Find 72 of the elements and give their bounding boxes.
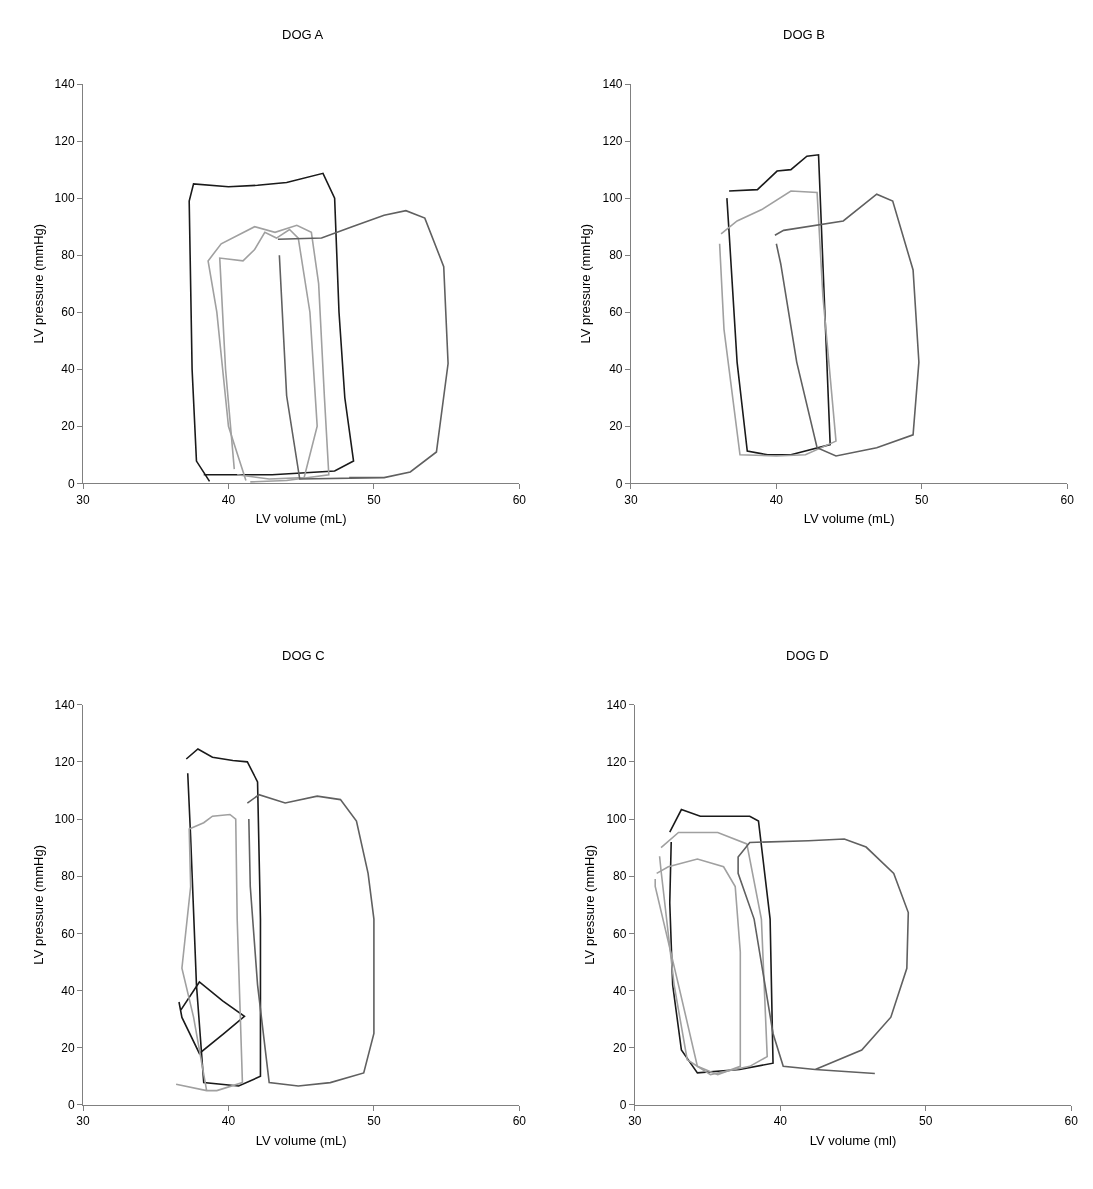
x-tick-label: 60 xyxy=(1064,1114,1079,1129)
y-tick-label: 20 xyxy=(61,419,75,434)
y-tick-label: 80 xyxy=(61,248,75,263)
y-tick-label: 120 xyxy=(606,755,627,770)
y-tick-label: 80 xyxy=(609,248,623,263)
y-tick-label: 40 xyxy=(609,362,623,377)
x-tick-label: 40 xyxy=(769,492,784,507)
y-tick-label: 0 xyxy=(67,476,75,491)
y-tick-label: 60 xyxy=(613,926,627,941)
y-tick-label: 60 xyxy=(61,305,75,320)
line-series xyxy=(668,808,774,1074)
x-tick-label: 40 xyxy=(221,492,236,507)
line-series xyxy=(277,209,449,480)
x-tick-label: 30 xyxy=(76,1114,91,1129)
y-tick-label: 60 xyxy=(61,926,75,941)
y-tick-label: 0 xyxy=(619,1098,627,1113)
chart-title: DOG D xyxy=(786,648,829,663)
x-axis-title: LV volume (mL) xyxy=(255,511,347,527)
y-tick-label: 20 xyxy=(613,1040,627,1055)
line-series xyxy=(188,172,355,483)
x-tick-label: 30 xyxy=(628,1114,642,1129)
y-tick-label: 40 xyxy=(613,983,627,998)
line-series xyxy=(774,193,920,457)
x-tick-label: 30 xyxy=(624,492,638,507)
y-tick-label: 100 xyxy=(54,812,75,827)
y-tick-label: 120 xyxy=(54,134,75,149)
y-axis-title: LV pressure (mmHg) xyxy=(582,844,598,965)
x-tick-label: 50 xyxy=(367,1114,381,1129)
y-tick-label: 140 xyxy=(606,697,627,712)
chart-title: DOG B xyxy=(783,27,825,42)
x-tick-label: 50 xyxy=(919,1114,933,1129)
line-series xyxy=(737,838,910,1075)
y-tick-label: 100 xyxy=(606,812,627,827)
y-tick-label: 80 xyxy=(61,869,75,884)
y-tick-label: 120 xyxy=(54,755,75,770)
y-tick-label: 120 xyxy=(602,134,623,149)
y-tick-label: 20 xyxy=(609,419,623,434)
line-series xyxy=(207,224,330,483)
x-tick-label: 60 xyxy=(512,1114,527,1129)
y-tick-label: 0 xyxy=(615,476,623,491)
x-tick-label: 60 xyxy=(1060,492,1075,507)
y-tick-label: 100 xyxy=(54,191,75,206)
line-series xyxy=(718,190,837,457)
y-tick-label: 140 xyxy=(54,77,75,92)
y-tick-label: 100 xyxy=(602,191,623,206)
x-axis-title: LV volume (ml) xyxy=(809,1132,897,1148)
y-tick-label: 40 xyxy=(61,362,75,377)
y-tick-label: 20 xyxy=(61,1040,75,1055)
x-axis-title: LV volume (mL) xyxy=(803,511,895,527)
y-tick-label: 0 xyxy=(67,1098,75,1113)
y-axis-title: LV pressure (mmHg) xyxy=(30,844,46,965)
x-tick-label: 40 xyxy=(773,1114,788,1129)
line-series xyxy=(658,831,769,1076)
y-tick-label: 80 xyxy=(613,869,627,884)
x-tick-label: 30 xyxy=(76,492,91,507)
y-tick-label: 140 xyxy=(602,77,623,92)
x-tick-label: 60 xyxy=(512,492,527,507)
chart-title: DOG C xyxy=(282,648,325,663)
line-series xyxy=(246,793,375,1087)
x-axis-title: LV volume (mL) xyxy=(255,1132,347,1148)
y-tick-label: 140 xyxy=(54,697,75,712)
line-series xyxy=(175,813,244,1092)
line-series xyxy=(218,228,318,480)
y-tick-label: 40 xyxy=(61,983,75,998)
x-tick-label: 50 xyxy=(915,492,929,507)
y-axis-title: LV pressure (mmHg) xyxy=(578,223,594,344)
y-axis-title: LV pressure (mmHg) xyxy=(30,223,46,344)
x-tick-label: 40 xyxy=(221,1114,236,1129)
chart-title: DOG A xyxy=(282,27,324,42)
line-series xyxy=(726,154,831,456)
x-tick-label: 50 xyxy=(367,492,381,507)
y-tick-label: 60 xyxy=(609,305,623,320)
